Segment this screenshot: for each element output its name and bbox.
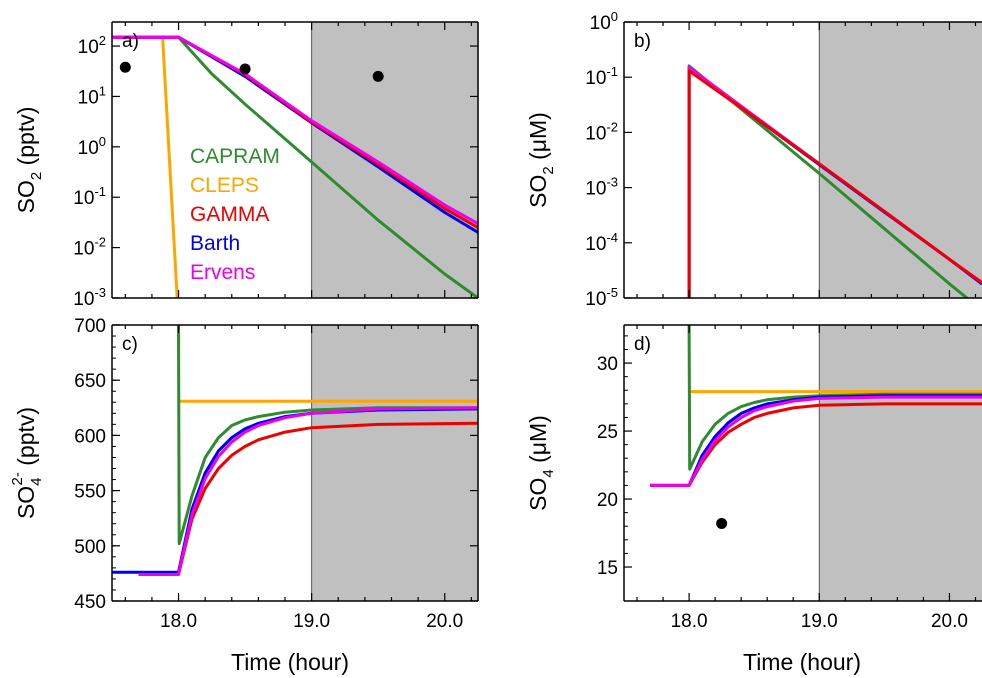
series-line-cleps bbox=[112, 35, 179, 298]
series-line-ervens bbox=[138, 406, 478, 576]
y-tick-label: 10-1 bbox=[73, 184, 106, 209]
y-axis-title: SO4 (μM) bbox=[525, 415, 557, 511]
y-tick-label: 10-5 bbox=[585, 285, 618, 310]
x-axis-title-left: Time (hour) bbox=[231, 649, 349, 675]
y-tick-label: 100 bbox=[78, 134, 106, 159]
panel-label: c) bbox=[122, 334, 138, 355]
y-tick-label: 102 bbox=[78, 33, 106, 58]
night-shading bbox=[819, 325, 982, 601]
observation-point bbox=[119, 61, 131, 73]
series-group bbox=[650, 325, 982, 487]
y-tick-label: 600 bbox=[74, 426, 106, 447]
y-axis-title: SO42- (pptv) bbox=[9, 407, 45, 519]
y-tick-label: 10-3 bbox=[585, 175, 618, 200]
x-tick-label: 19.0 bbox=[801, 611, 838, 632]
x-tick-label: 18.0 bbox=[160, 611, 197, 632]
y-tick-label: 101 bbox=[78, 83, 106, 108]
x-tick-label: 20.0 bbox=[426, 611, 463, 632]
y-tick-label: 10-2 bbox=[585, 119, 618, 144]
series-group bbox=[687, 64, 982, 298]
x-tick-label: 19.0 bbox=[293, 611, 330, 632]
y-tick-label: 30 bbox=[597, 354, 618, 375]
y-axis-title: SO2 (pptv) bbox=[13, 107, 45, 214]
y-tick-label: 450 bbox=[74, 592, 106, 613]
observation-point bbox=[372, 70, 384, 82]
panel-label: a) bbox=[122, 31, 139, 52]
y-tick-label: 650 bbox=[74, 371, 106, 392]
panel-c: 18.0 19.0 20.0 450 500 550 600 650 700 c) SO42- (p… bbox=[9, 316, 479, 632]
y-tick-label: 500 bbox=[74, 537, 106, 558]
observation-point bbox=[716, 518, 728, 530]
y-axis-title: SO2 (μM) bbox=[525, 112, 557, 208]
series-line-capram bbox=[177, 325, 478, 546]
legend-entry-capram: CAPRAM bbox=[190, 145, 280, 168]
y-tick-label: 20 bbox=[597, 490, 618, 511]
night-shading bbox=[311, 22, 478, 298]
observation-point bbox=[239, 63, 251, 75]
night-shading bbox=[311, 325, 478, 601]
series-line-ervens bbox=[112, 35, 478, 225]
panel-label: b) bbox=[634, 31, 651, 52]
y-tick-label: 10-2 bbox=[73, 235, 106, 260]
y-tick-label: 700 bbox=[74, 316, 106, 337]
series-line-capram bbox=[687, 64, 970, 298]
legend-entry-gamma: GAMMA bbox=[190, 203, 269, 226]
panel-d: 18.0 19.0 20.0 15 20 25 30 d) SO4 (μM) bbox=[525, 324, 982, 632]
series-line-ervens bbox=[650, 395, 982, 487]
legend-entry-barth: Barth bbox=[190, 232, 240, 255]
y-tick-label: 10-3 bbox=[73, 285, 106, 310]
series-group bbox=[112, 35, 478, 298]
panel-a: 10-3 10-2 10-1 100 101 102 a) SO2 (pptv) CAPRAM C… bbox=[13, 21, 479, 310]
x-tick-label: 20.0 bbox=[931, 611, 968, 632]
x-tick-label: 18.0 bbox=[671, 611, 708, 632]
legend-entry-cleps: CLEPS bbox=[190, 174, 259, 197]
x-axis-title-right: Time (hour) bbox=[743, 649, 861, 675]
y-tick-label: 25 bbox=[597, 422, 618, 443]
series-line-gamma bbox=[687, 69, 982, 298]
y-tick-label: 550 bbox=[74, 482, 106, 503]
y-tick-label: 15 bbox=[597, 558, 618, 579]
panel-b: 10-5 10-4 10-3 10-2 10-1 100 b) SO2 (μM) bbox=[525, 9, 982, 310]
panel-label: d) bbox=[634, 334, 651, 355]
night-shading bbox=[819, 22, 982, 298]
y-tick-label: 10-1 bbox=[585, 64, 618, 89]
y-tick-label: 10-4 bbox=[585, 230, 618, 255]
series-line-capram bbox=[112, 35, 478, 298]
legend-entry-ervens: Ervens bbox=[190, 261, 255, 284]
series-group bbox=[112, 325, 478, 576]
y-tick-label: 100 bbox=[590, 9, 618, 34]
